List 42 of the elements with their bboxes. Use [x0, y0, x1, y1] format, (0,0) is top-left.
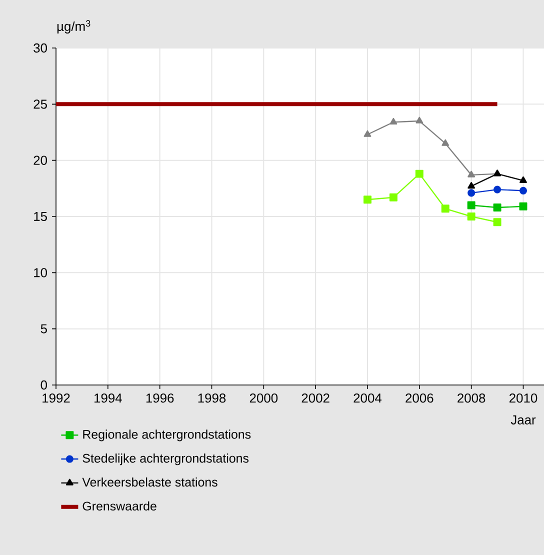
y-tick-label: 25: [34, 100, 47, 109]
point: [364, 196, 372, 204]
point: [468, 189, 476, 197]
point: [493, 186, 502, 194]
legend-label: Grenswaarde: [82, 501, 156, 511]
x-axis-title: Jaar: [510, 415, 536, 424]
y-tick-label: 10: [34, 268, 48, 278]
point: [520, 176, 527, 183]
legend-label: Stedelijke achtergrondstations: [82, 454, 249, 466]
point: [519, 186, 528, 194]
x-tick-label: 1992: [42, 394, 70, 403]
y-tick-label: 20: [34, 156, 48, 165]
point: [442, 139, 450, 146]
point: [467, 201, 476, 210]
y-tick-label: 30: [34, 43, 48, 53]
point: [493, 218, 502, 226]
point: [493, 204, 502, 212]
point: [389, 193, 398, 202]
y-tick-label: 0: [40, 380, 48, 390]
point: [519, 202, 528, 210]
point: [390, 118, 398, 125]
x-tick-label: 2010: [509, 394, 538, 403]
point: [415, 170, 424, 178]
point: [468, 170, 476, 178]
point: [467, 212, 476, 220]
x-tick-label: 2000: [250, 394, 278, 403]
x-tick-label: 1994: [94, 394, 122, 403]
legend-label: Regionale achtergrondstations: [83, 430, 251, 442]
x-tick-label: 2006: [406, 394, 434, 403]
point: [468, 182, 476, 189]
y-axis-title: µg/m$^{3}$: [57, 20, 90, 34]
x-tick-label: 1996: [146, 394, 174, 403]
legend-label: Verkeersbelaste stations: [82, 477, 218, 487]
x-tick-label: 2008: [458, 394, 486, 403]
point: [364, 130, 372, 137]
x-tick-label: 1998: [198, 394, 226, 403]
point: [416, 116, 424, 124]
point: [441, 204, 450, 213]
x-tick-label: 2002: [302, 394, 330, 403]
y-tick-label: 5: [40, 324, 47, 334]
y-tick-label: 15: [34, 212, 47, 222]
x-tick-label: 2004: [354, 394, 382, 403]
